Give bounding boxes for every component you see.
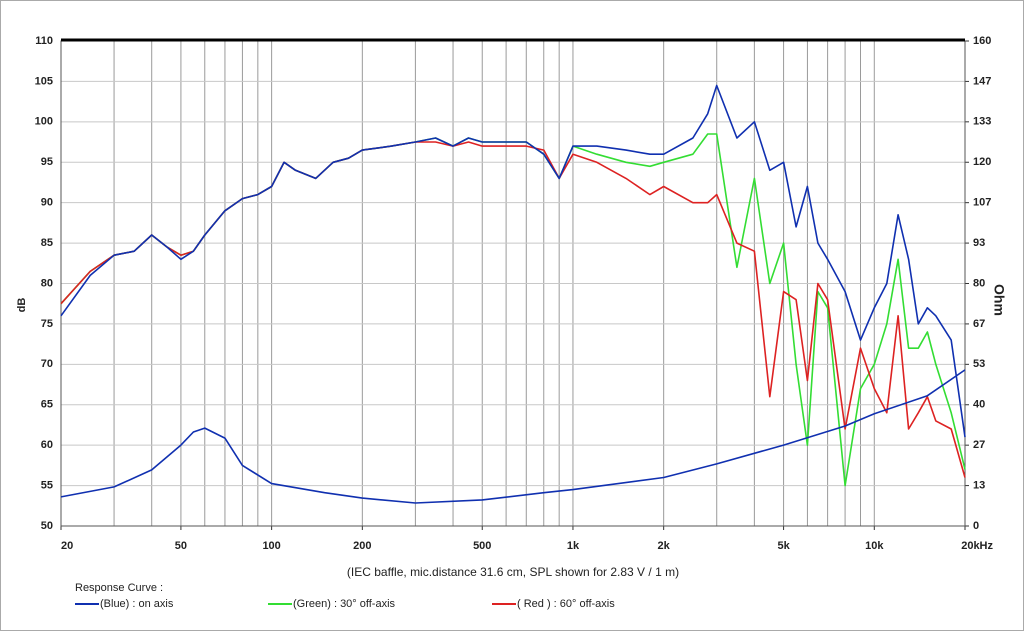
- x-tick-label: 20kHz: [961, 540, 993, 552]
- x-tick-label: 10k: [865, 540, 884, 552]
- y2-tick-label: 13: [973, 479, 985, 491]
- y-tick-label: 95: [41, 156, 53, 168]
- y-tick-label: 100: [35, 116, 53, 128]
- x-tick-label: 200: [353, 540, 371, 552]
- y2-tick-label: 133: [973, 116, 991, 128]
- y2-tick-label: 27: [973, 439, 985, 451]
- y2-tick-label: 0: [973, 520, 979, 532]
- y-axis-label: dB: [16, 298, 28, 313]
- x-tick-label: 500: [473, 540, 491, 552]
- y-tick-label: 75: [41, 318, 53, 330]
- x-tick-label: 20: [61, 540, 73, 552]
- legend-title: Response Curve :: [75, 582, 163, 594]
- y-tick-label: 70: [41, 358, 53, 370]
- y-tick-label: 90: [41, 197, 53, 209]
- x-tick-label: 1k: [567, 540, 580, 552]
- x-tick-label: 100: [262, 540, 280, 552]
- y2-tick-label: 147: [973, 75, 991, 87]
- spl-line: [60, 84, 966, 438]
- x-tick-label: 2k: [658, 540, 671, 552]
- y-tick-label: 105: [35, 75, 53, 87]
- legend-label: (Green) : 30° off-axis: [293, 598, 396, 610]
- caption: (IEC baffle, mic.distance 31.6 cm, SPL s…: [347, 565, 679, 579]
- legend-label: (Blue) : on axis: [100, 598, 174, 610]
- y2-tick-label: 40: [973, 399, 985, 411]
- y-tick-label: 110: [35, 35, 53, 47]
- y2-tick-label: 120: [973, 156, 991, 168]
- y-tick-label: 60: [41, 439, 53, 451]
- y-tick-label: 65: [41, 399, 53, 411]
- y2-tick-label: 107: [973, 197, 991, 209]
- y2-tick-label: 67: [973, 318, 985, 330]
- impedance-line: [60, 369, 966, 504]
- y2-axis-label: Ohm: [991, 284, 1007, 316]
- y-tick-label: 85: [41, 237, 53, 249]
- y-tick-label: 80: [41, 277, 53, 289]
- y2-tick-label: 53: [973, 358, 985, 370]
- y-tick-label: 55: [41, 479, 53, 491]
- y2-tick-label: 93: [973, 237, 985, 249]
- y2-tick-label: 160: [973, 35, 991, 47]
- x-tick-label: 50: [175, 540, 187, 552]
- legend-label: ( Red ) : 60° off-axis: [517, 598, 615, 610]
- y-tick-label: 50: [41, 520, 53, 532]
- y2-tick-label: 80: [973, 277, 985, 289]
- x-tick-label: 5k: [777, 540, 790, 552]
